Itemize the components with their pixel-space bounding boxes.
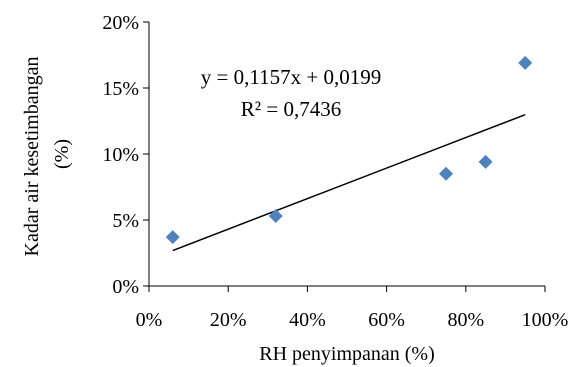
y-tick-label: 0%: [112, 276, 139, 298]
y-tick-label: 15%: [102, 78, 139, 100]
data-point: [165, 230, 180, 245]
data-points: [165, 55, 533, 245]
x-tick-label: 80%: [447, 309, 484, 331]
trendline-equation: y = 0,1157x + 0,0199: [201, 65, 381, 89]
trendline: [172, 113, 526, 252]
r-squared-label: R² = 0,7436: [241, 97, 341, 121]
x-tick-label: 100%: [522, 309, 569, 331]
data-point: [268, 209, 283, 224]
x-tick-label: 0%: [136, 309, 163, 331]
x-tick-label: 60%: [368, 309, 405, 331]
labels-group: 0% 5% 10% 15% 20% 0% 20% 40% 60% 80% 100%: [102, 12, 568, 331]
y-tick-label: 5%: [112, 210, 139, 232]
x-axis-title: RH penyimpanan (%): [259, 343, 435, 365]
y-tick-label: 10%: [102, 144, 139, 166]
y-axis-title: Kadar air kesetimbangan (%): [21, 52, 73, 257]
y-tick-label: 20%: [102, 12, 139, 34]
x-tick-label: 40%: [289, 309, 326, 331]
axes: [143, 21, 546, 292]
data-point: [439, 166, 453, 181]
trendline-group: [172, 113, 526, 252]
data-point: [478, 154, 493, 169]
y-axis-title-line1: Kadar air kesetimbangan: [21, 57, 43, 257]
y-axis-title-line2: (%): [51, 139, 73, 169]
x-tick-label: 20%: [210, 309, 247, 331]
data-point: [518, 55, 533, 70]
